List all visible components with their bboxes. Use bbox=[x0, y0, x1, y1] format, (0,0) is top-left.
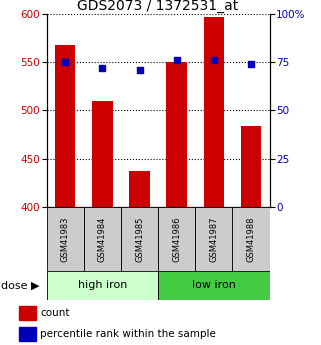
Bar bbox=[55, 45, 75, 207]
Text: GSM41983: GSM41983 bbox=[61, 216, 70, 262]
FancyBboxPatch shape bbox=[158, 207, 195, 271]
FancyBboxPatch shape bbox=[84, 207, 121, 271]
FancyBboxPatch shape bbox=[232, 207, 270, 271]
Point bbox=[100, 65, 105, 71]
FancyBboxPatch shape bbox=[47, 207, 84, 271]
Text: percentile rank within the sample: percentile rank within the sample bbox=[40, 329, 216, 339]
Text: count: count bbox=[40, 308, 70, 318]
FancyBboxPatch shape bbox=[195, 207, 232, 271]
FancyBboxPatch shape bbox=[47, 271, 158, 300]
Bar bbox=[129, 171, 150, 207]
Text: GSM41984: GSM41984 bbox=[98, 216, 107, 262]
Bar bbox=[92, 101, 113, 207]
Title: GDS2073 / 1372531_at: GDS2073 / 1372531_at bbox=[77, 0, 239, 13]
Bar bbox=[241, 126, 261, 207]
Text: dose ▶: dose ▶ bbox=[1, 280, 39, 290]
Point bbox=[63, 59, 68, 65]
Text: GSM41986: GSM41986 bbox=[172, 216, 181, 262]
Bar bbox=[19, 306, 36, 320]
Point bbox=[174, 57, 179, 63]
Point bbox=[211, 57, 216, 63]
FancyBboxPatch shape bbox=[158, 271, 270, 300]
Point bbox=[137, 67, 142, 72]
Point bbox=[248, 61, 254, 67]
Bar bbox=[167, 62, 187, 207]
FancyBboxPatch shape bbox=[121, 207, 158, 271]
Bar bbox=[19, 327, 36, 342]
Text: low iron: low iron bbox=[192, 280, 236, 290]
Text: GSM41987: GSM41987 bbox=[209, 216, 218, 262]
Bar bbox=[204, 17, 224, 207]
Text: GSM41988: GSM41988 bbox=[247, 216, 256, 262]
Text: high iron: high iron bbox=[78, 280, 127, 290]
Text: GSM41985: GSM41985 bbox=[135, 216, 144, 262]
